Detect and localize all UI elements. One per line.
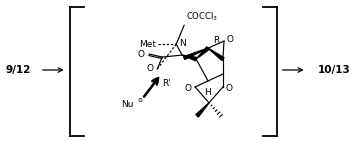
Text: 10/13: 10/13 [318, 65, 351, 75]
Polygon shape [208, 48, 224, 60]
Polygon shape [196, 103, 209, 117]
Text: COCCl$_3$: COCCl$_3$ [186, 11, 218, 23]
Text: R: R [213, 36, 219, 45]
Polygon shape [196, 47, 209, 59]
Text: Nu: Nu [121, 100, 134, 109]
Text: H: H [204, 88, 210, 97]
Text: R': R' [162, 79, 171, 88]
Polygon shape [184, 48, 208, 60]
Text: 9/12: 9/12 [5, 65, 30, 75]
Text: N: N [179, 39, 186, 48]
Text: O: O [226, 84, 233, 93]
Polygon shape [182, 55, 196, 61]
Text: O: O [146, 63, 153, 72]
Text: O: O [137, 50, 144, 59]
Text: Met: Met [139, 40, 156, 49]
Text: O: O [227, 35, 234, 44]
Text: $^{\ominus}$: $^{\ominus}$ [137, 97, 144, 106]
Text: O: O [184, 84, 191, 93]
